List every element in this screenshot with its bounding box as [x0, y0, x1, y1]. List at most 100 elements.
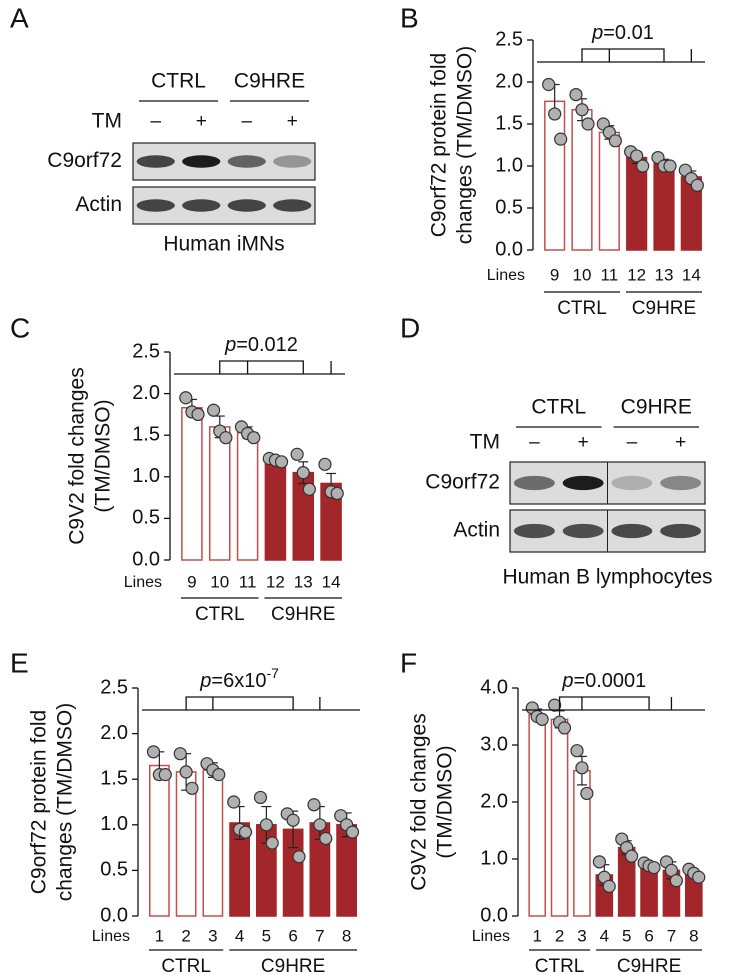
data-point — [569, 87, 583, 102]
group-label: C9HRE — [632, 298, 696, 319]
data-point — [330, 486, 344, 501]
band — [273, 199, 312, 212]
y-tick-label: 0.5 — [132, 507, 160, 529]
band — [562, 475, 604, 491]
bar — [653, 162, 675, 251]
data-point — [669, 874, 683, 888]
category-axis-label: Lines — [124, 574, 162, 591]
x-tick-label: 6 — [288, 926, 297, 945]
band — [182, 199, 221, 212]
band — [182, 155, 221, 168]
band — [660, 523, 702, 539]
treatment-label: TM — [92, 110, 122, 133]
x-tick-label: 5 — [622, 926, 631, 945]
data-point — [253, 790, 268, 805]
bar — [571, 108, 593, 251]
data-point — [259, 818, 273, 832]
treatment-sign: – — [241, 111, 252, 132]
y-axis-label: C9V2 fold changes — [66, 367, 89, 544]
significance-bracket — [522, 696, 705, 711]
data-point — [207, 403, 221, 417]
y-tick-label: 1.5 — [100, 767, 128, 789]
y-tick-label: 1.5 — [132, 423, 160, 445]
y-tick-label: 2.0 — [132, 382, 160, 404]
p-value-main: p=6x10 — [199, 670, 266, 692]
y-tick-label: 1.0 — [480, 847, 508, 869]
category-axis-label: Lines — [92, 928, 130, 945]
y-tick-label: 1.0 — [495, 154, 523, 176]
band — [611, 475, 653, 491]
group-label: CTRL — [161, 956, 211, 975]
data-point — [158, 768, 172, 782]
y-tick-label: 4.0 — [480, 676, 508, 698]
category-axis-label: Lines — [487, 267, 525, 284]
blot-row-label: C9orf72 — [47, 149, 122, 172]
data-point — [575, 103, 589, 117]
data-point — [554, 132, 568, 146]
data-point — [292, 850, 306, 864]
treatment-sign: + — [196, 111, 207, 132]
p-value: p=0.01 — [591, 22, 654, 44]
bar — [236, 431, 259, 561]
band — [273, 155, 312, 168]
bar — [528, 714, 546, 917]
x-tick-label: 1 — [532, 926, 541, 945]
treatment-label: TM — [470, 431, 500, 454]
y-axis-label: (TM/DMSO) — [92, 399, 115, 512]
data-point — [318, 457, 332, 471]
treatment-sign: – — [627, 432, 638, 453]
data-point — [663, 159, 677, 173]
y-tick-label: 3.0 — [480, 733, 508, 755]
x-tick-label: 2 — [555, 926, 564, 945]
data-point — [692, 870, 706, 884]
panel-letter: E — [10, 647, 29, 678]
x-tick-label: 12 — [627, 265, 646, 284]
group-label: CTRL — [557, 298, 607, 319]
data-point — [542, 77, 556, 92]
data-point — [173, 747, 187, 761]
x-tick-label: 4 — [600, 926, 609, 945]
data-point — [608, 134, 622, 148]
data-point — [191, 407, 205, 421]
x-tick-label: 13 — [294, 572, 313, 591]
blot-row-label: C9orf72 — [425, 471, 500, 494]
y-axis-label: C9orf72 protein fold — [428, 53, 451, 237]
significance-bracket — [537, 48, 705, 63]
group-label: CTRL — [195, 604, 245, 625]
data-point — [581, 117, 595, 131]
bar — [598, 131, 620, 251]
x-tick-label: 12 — [266, 572, 285, 591]
data-point — [570, 744, 584, 758]
data-point — [334, 809, 348, 823]
band — [513, 523, 555, 539]
treatment-sign: – — [529, 432, 540, 453]
data-point — [247, 431, 261, 445]
panel-letter: A — [10, 2, 29, 33]
data-point — [265, 836, 279, 850]
x-tick-label: 10 — [573, 265, 592, 284]
data-point — [179, 391, 193, 405]
group-label: C9HRE — [617, 956, 681, 975]
group-label: C9HRE — [271, 604, 335, 625]
data-point — [146, 745, 161, 759]
blot-caption: Human B lymphocytes — [502, 566, 712, 589]
data-point — [296, 466, 310, 480]
data-point — [548, 698, 562, 712]
bar — [264, 459, 287, 561]
y-tick-label: 0.0 — [480, 904, 508, 926]
panel-letter: C — [10, 312, 30, 343]
significance-bracket — [174, 360, 345, 375]
band — [611, 523, 653, 539]
data-point — [647, 860, 661, 875]
data-point — [219, 431, 233, 445]
bar — [550, 718, 569, 917]
data-point — [580, 786, 594, 801]
x-tick-label: 13 — [655, 265, 674, 284]
data-point — [625, 849, 639, 863]
treatment-sign: + — [675, 432, 686, 453]
blot-row-label: Actin — [75, 193, 122, 216]
y-tick-label: 1.0 — [132, 465, 160, 487]
panel-letter: D — [400, 312, 420, 343]
x-tick-label: 11 — [239, 572, 257, 591]
data-point — [185, 781, 199, 795]
